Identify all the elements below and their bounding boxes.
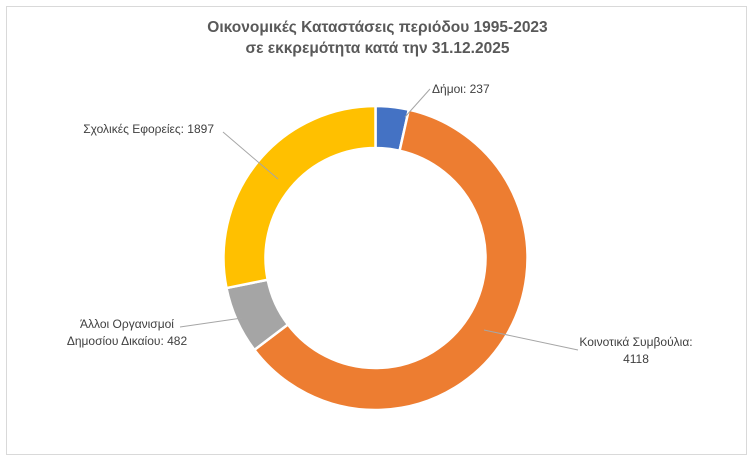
slice-2 xyxy=(253,108,529,412)
chart-title-line-1: Οικονομικές Καταστάσεις περιόδου 1995-20… xyxy=(207,19,548,36)
chart-title-line-2: σε εκκρεμότητα κατά την 31.12.2025 xyxy=(245,40,510,57)
slice-4 xyxy=(222,104,377,290)
leader-line-2 xyxy=(483,329,579,351)
data-label-1: Δήμοι: 237 xyxy=(432,82,490,96)
chart-title: Οικονομικές Καταστάσεις περιόδου 1995-20… xyxy=(7,17,748,59)
leader-line-3 xyxy=(179,317,243,328)
leader-line-4 xyxy=(222,131,279,180)
data-label-2: Κοινοτικά Συμβούλια: 4118 xyxy=(579,335,692,366)
data-label-3: Άλλοι Οργανισμοί Δημοσίου Δικαίου: 482 xyxy=(67,317,188,348)
data-label-4: Σχολικές Εφορείες: 1897 xyxy=(83,122,214,136)
leader-line-1 xyxy=(404,88,431,118)
